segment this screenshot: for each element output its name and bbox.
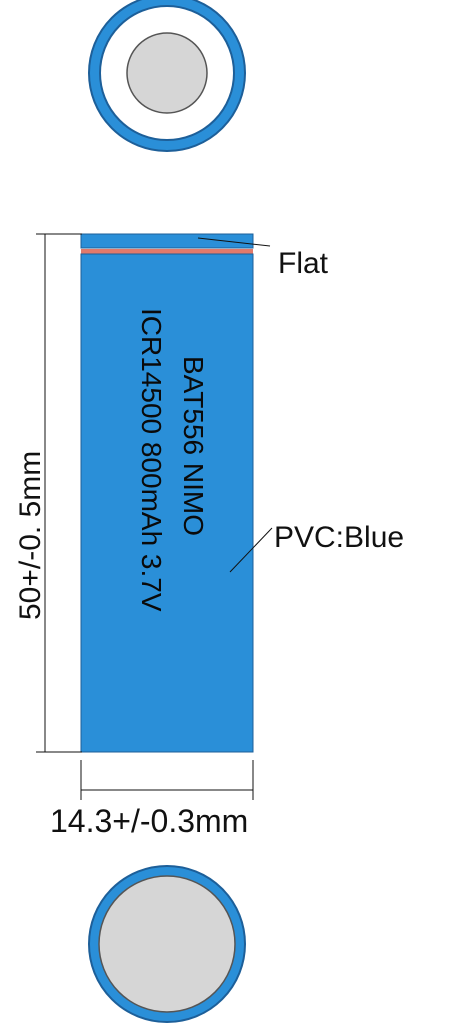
battery-label-line2: ICR14500 800mAh 3.7V [136,308,167,612]
flat-label: Flat [278,247,329,280]
battery-label-line1: BAT556 NIMO [178,356,209,536]
diameter-dimension: 14.3+/-0.3mm [50,760,254,839]
pvc-callout: PVC:Blue [229,521,404,573]
battery-top-band [81,249,253,254]
pvc-leader-line [229,527,273,573]
bottom-end-view [88,865,246,1023]
diameter-dimension-label: 14.3+/-0.3mm [50,803,248,839]
negative-terminal [98,875,236,1013]
flat-callout: Flat [197,237,329,280]
battery-top-cap [80,233,254,249]
pvc-label: PVC:Blue [274,521,404,554]
positive-terminal [126,32,208,114]
length-dimension: 50+/-0. 5mm [14,233,82,753]
battery-side-view: BAT556 NIMO ICR14500 800mAh 3.7V [80,233,254,753]
battery-body [80,253,254,753]
top-end-view [88,0,246,152]
length-dimension-label: 50+/-0. 5mm [14,451,47,620]
flat-leader-line [197,237,271,247]
